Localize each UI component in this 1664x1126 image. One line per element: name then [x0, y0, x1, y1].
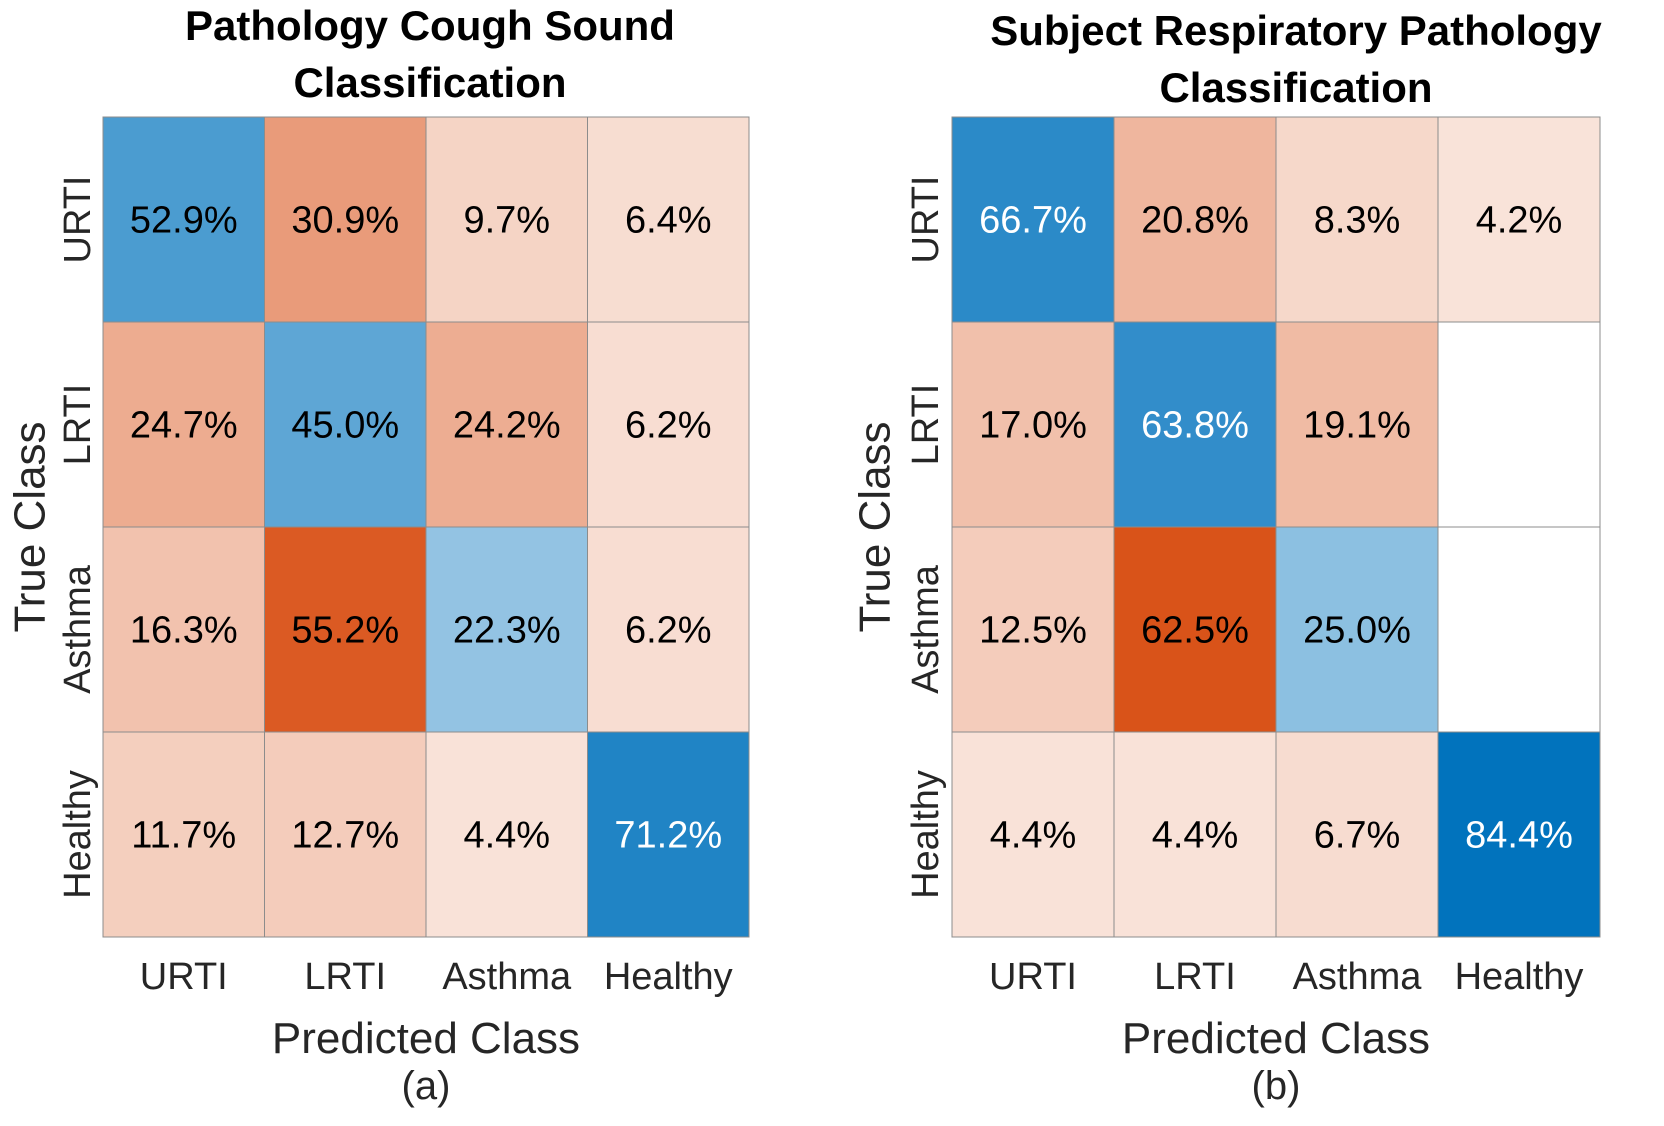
- y-tick-label: Healthy: [57, 770, 99, 899]
- heatmap-cell: [1275, 321, 1439, 528]
- cell-value-label: 9.7%: [463, 200, 550, 242]
- cell-value-label: 6.4%: [625, 200, 712, 242]
- cell-value-label: 45.0%: [291, 405, 399, 447]
- heatmap-cell: [1437, 116, 1601, 323]
- cell-value-label: 6.2%: [625, 610, 712, 652]
- heatmap-cell: [102, 731, 265, 938]
- cell-value-label: 20.8%: [1141, 200, 1249, 242]
- heatmap-cell: [951, 321, 1115, 528]
- y-axis-label: True Class: [6, 421, 55, 632]
- x-tick-label: LRTI: [304, 956, 386, 998]
- heatmap-cell: [951, 731, 1115, 938]
- x-tick-label: LRTI: [1154, 956, 1236, 998]
- cell-value-label: 24.2%: [453, 405, 561, 447]
- heatmap-cell: [587, 731, 750, 938]
- confusion-matrix-a: Pathology Cough Sound Classification 52.9%…: [6, 2, 750, 1108]
- chart-title-line: Subject Respiratory Pathology: [990, 7, 1602, 54]
- x-axis-label: Predicted Class: [1122, 1014, 1430, 1063]
- y-tick-label: Asthma: [905, 564, 947, 694]
- x-tick-label: Asthma: [1293, 956, 1423, 998]
- heatmap-cell: [587, 116, 750, 323]
- heatmap-cell: [1113, 731, 1277, 938]
- panel-caption: (a): [402, 1064, 451, 1108]
- cell-value-label: 4.4%: [463, 815, 550, 857]
- heatmap-cell: [1275, 731, 1439, 938]
- heatmap-cell: [102, 321, 265, 528]
- y-tick-label: Asthma: [57, 564, 99, 694]
- x-tick-label: Asthma: [442, 956, 572, 998]
- x-tick-label: URTI: [989, 956, 1077, 998]
- heatmap-cell: [951, 116, 1115, 323]
- cell-value-label: 52.9%: [130, 200, 238, 242]
- cell-value-label: 71.2%: [614, 815, 722, 857]
- x-axis-label: Predicted Class: [272, 1014, 580, 1063]
- heatmap-cell: [1437, 731, 1601, 938]
- cell-value-label: 17.0%: [979, 405, 1087, 447]
- chart-title-line: Classification: [1159, 64, 1432, 111]
- heatmap-cell: [1275, 116, 1439, 323]
- heatmap-cell: [1113, 321, 1277, 528]
- cell-value-label: 63.8%: [1141, 405, 1249, 447]
- heatmap-cell: [425, 731, 588, 938]
- cell-value-label: 16.3%: [130, 610, 238, 652]
- cell-value-label: 4.4%: [990, 815, 1077, 857]
- confusion-matrix-b: Subject Respiratory Pathology Classificat…: [851, 7, 1603, 1108]
- cell-value-label: 4.4%: [1152, 815, 1239, 857]
- heatmap-cell: [587, 526, 750, 733]
- y-tick-label: URTI: [57, 176, 99, 264]
- heatmap-cell: [264, 526, 427, 733]
- heatmap-cell: [425, 116, 588, 323]
- x-tick-label: URTI: [140, 956, 228, 998]
- cell-value-label: 12.5%: [979, 610, 1087, 652]
- y-tick-label: LRTI: [905, 384, 947, 466]
- heatmap-cell: [1113, 116, 1277, 323]
- heatmap-cell: [264, 731, 427, 938]
- cell-value-label: 11.7%: [131, 815, 236, 857]
- cell-value-label: 6.2%: [625, 405, 712, 447]
- cell-value-label: 62.5%: [1141, 610, 1249, 652]
- heatmap-cell: [1437, 321, 1601, 528]
- chart-title-line: Classification: [293, 59, 566, 106]
- heatmap-cell: [264, 116, 427, 323]
- heatmap-cell: [587, 321, 750, 528]
- cell-value-label: 8.3%: [1314, 200, 1401, 242]
- cell-value-label: 24.7%: [130, 405, 238, 447]
- heatmap-cell: [425, 321, 588, 528]
- cell-value-label: 30.9%: [291, 200, 399, 242]
- panel-caption: (b): [1252, 1064, 1301, 1108]
- heatmap-cell: [1113, 526, 1277, 733]
- y-axis-label: True Class: [851, 421, 900, 632]
- x-tick-label: Healthy: [604, 956, 733, 998]
- cell-value-label: 6.7%: [1314, 815, 1401, 857]
- heatmap-cell: [102, 116, 265, 323]
- cell-value-label: 84.4%: [1465, 815, 1573, 857]
- cell-value-label: 66.7%: [979, 200, 1087, 242]
- heatmap-cell: [264, 321, 427, 528]
- heatmap-cell: [1437, 526, 1601, 733]
- y-tick-label: LRTI: [57, 384, 99, 466]
- cell-value-label: 12.7%: [291, 815, 399, 857]
- cell-value-label: 19.1%: [1303, 405, 1411, 447]
- cell-value-label: 4.2%: [1476, 200, 1563, 242]
- cell-value-label: 25.0%: [1303, 610, 1411, 652]
- y-tick-label: Healthy: [905, 770, 947, 899]
- cell-value-label: 55.2%: [291, 610, 399, 652]
- heatmap-cell: [1275, 526, 1439, 733]
- cell-value-label: 22.3%: [453, 610, 561, 652]
- x-tick-label: Healthy: [1455, 956, 1584, 998]
- chart-title-line: Pathology Cough Sound: [185, 2, 675, 49]
- y-tick-label: URTI: [905, 176, 947, 264]
